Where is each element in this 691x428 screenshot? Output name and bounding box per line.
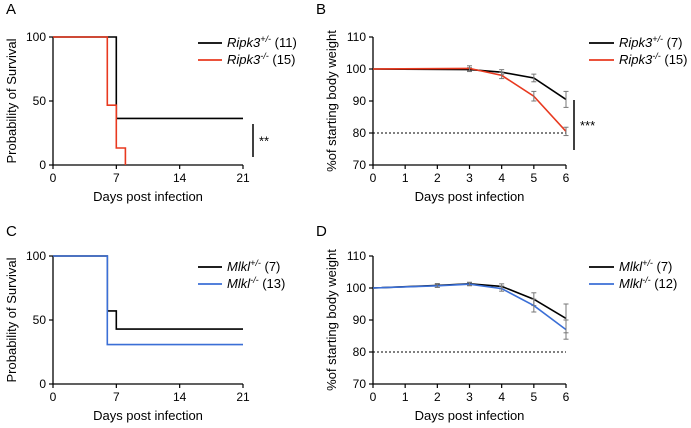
panel-d: D 70 80 90 100 110 0 1 2 3 4 5 6 Days post infection%…	[316, 223, 677, 423]
y-tick-label: 0	[39, 377, 46, 391]
y-tick-label: 70	[353, 377, 367, 391]
x-tick-label: 5	[530, 171, 537, 185]
x-tick-label: 21	[236, 390, 250, 404]
y-tick-label: 100	[346, 62, 366, 76]
y-tick-label: 110	[347, 249, 366, 263]
series-ripk3-het: Ripk3+/- (11)	[53, 34, 297, 120]
y-tick-label: 50	[33, 94, 47, 108]
legend-label: Ripk3+/- (11)	[227, 34, 297, 50]
x-tick-label: 4	[498, 390, 505, 404]
survival-curve	[53, 255, 243, 346]
legend-label: Mlkl+/- (7)	[619, 258, 672, 274]
series-mlkl-het: Mlkl+/- (7)	[372, 258, 672, 334]
panel-letter: C	[6, 223, 17, 240]
panel-letter: D	[316, 223, 327, 240]
x-tick-label: 1	[402, 390, 409, 404]
x-axis-label: Days post infection	[93, 408, 203, 423]
x-tick-label: 3	[466, 390, 473, 404]
x-tick-label: 7	[113, 390, 120, 404]
y-axis-label: %of starting body weight	[324, 30, 339, 172]
panel-b: B 70 80 90 100 110 0 1 2 3 4 5 6 Days post infection%…	[316, 1, 687, 204]
panel-a: A 0 50 100 0 7 14 21 Days post infection Probabil…	[4, 1, 297, 204]
x-axis-label: Days post infection	[93, 189, 203, 204]
legend-label: Ripk3+/- (7)	[619, 34, 683, 50]
y-tick-label: 80	[353, 126, 367, 140]
panel-letter: B	[316, 1, 326, 18]
y-tick-label: 100	[346, 281, 366, 295]
weight-line	[372, 282, 567, 320]
y-tick-label: 90	[353, 94, 367, 108]
x-tick-label: 0	[50, 171, 57, 185]
x-tick-label: 0	[370, 390, 377, 404]
y-axis-label: %of starting body weight	[324, 249, 339, 391]
x-tick-label: 7	[113, 171, 120, 185]
series-ripk3-ko: Ripk3-/- (15)	[53, 36, 295, 165]
y-tick-label: 110	[347, 30, 366, 44]
weight-line	[372, 67, 567, 132]
panel-c: C 0 50 100 0 7 14 21 Days post infection Probabil…	[4, 223, 285, 423]
y-tick-label: 90	[353, 313, 367, 327]
x-tick-label: 0	[50, 390, 57, 404]
legend-label: Mlkl-/- (12)	[619, 275, 677, 291]
y-tick-label: 100	[26, 249, 46, 263]
x-tick-label: 6	[563, 390, 570, 404]
x-tick-label: 3	[466, 171, 473, 185]
y-tick-label: 80	[353, 345, 367, 359]
survival-curve	[53, 36, 127, 165]
x-tick-label: 14	[173, 171, 187, 185]
x-tick-label: 2	[434, 390, 441, 404]
x-axis-label: Days post infection	[415, 408, 525, 423]
x-tick-label: 4	[498, 171, 505, 185]
legend-label: Mlkl+/- (7)	[227, 258, 280, 274]
x-tick-label: 6	[563, 171, 570, 185]
x-tick-label: 2	[434, 171, 441, 185]
x-tick-label: 14	[173, 390, 187, 404]
x-tick-label: 5	[530, 390, 537, 404]
significance-label: ***	[580, 118, 595, 133]
series-ripk3-het: Ripk3+/- (7)	[372, 34, 683, 108]
x-tick-label: 21	[236, 171, 250, 185]
x-tick-label: 1	[402, 171, 409, 185]
x-tick-label: 0	[370, 171, 377, 185]
legend-label: Mlkl-/- (13)	[227, 275, 285, 291]
legend-label: Ripk3-/- (15)	[227, 51, 295, 67]
x-axis-label: Days post infection	[415, 189, 525, 204]
series-ripk3-ko: Ripk3-/- (15)	[372, 51, 687, 137]
y-tick-label: 50	[33, 313, 47, 327]
y-axis-label: Probability of Survival	[4, 257, 19, 382]
series-mlkl-ko: Mlkl-/- (13)	[53, 255, 285, 346]
weight-line	[372, 68, 567, 101]
y-tick-label: 0	[39, 158, 46, 172]
y-tick-label: 70	[353, 158, 367, 172]
panel-letter: A	[6, 1, 16, 18]
legend-label: Ripk3-/- (15)	[619, 51, 687, 67]
significance-label: **	[259, 134, 269, 149]
survival-curve	[53, 36, 243, 120]
y-axis-label: Probability of Survival	[4, 38, 19, 163]
series-mlkl-het: Mlkl+/- (7)	[53, 255, 280, 330]
series-mlkl-ko: Mlkl-/- (12)	[372, 275, 677, 340]
weight-line	[372, 283, 567, 331]
y-tick-label: 100	[26, 30, 46, 44]
